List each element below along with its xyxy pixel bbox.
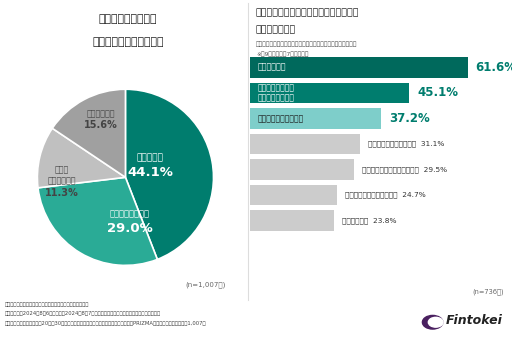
FancyBboxPatch shape [250,159,354,180]
Text: 感じている: 感じている [137,153,163,162]
Text: 貯蓄など資産が少ない: 貯蓄など資産が少ない [258,114,304,123]
Text: 老後の資金を用意できない  24.7%: 老後の資金を用意できない 24.7% [345,192,425,198]
Text: (n=736人): (n=736人) [473,288,504,295]
Text: 45.1%: 45.1% [417,86,458,99]
Wedge shape [125,89,214,260]
Text: 年金をもらえるかわからない  29.5%: 年金をもらえるかわからない 29.5% [362,166,447,173]
Text: 感じていない: 感じていない [48,176,76,186]
FancyBboxPatch shape [250,57,467,78]
Text: 15.6%: 15.6% [84,120,118,130]
Text: 現在、お金のことで: 現在、お金のことで [99,14,157,24]
Text: ・調査対象：調査回答時に20代～30代の男女と回答したモニター　・モニター提供元：PRIZMAリサーチ　・調査人数：1,007人: ・調査対象：調査回答時に20代～30代の男女と回答したモニター ・モニター提供元… [5,321,207,326]
Text: 〈調査概要：「お金・資産形成の悩み」に関する意識調査〉: 〈調査概要：「お金・資産形成の悩み」に関する意識調査〉 [5,302,90,307]
Text: ー「感じている」「たまに感じている」と回答した方が回答ー: ー「感じている」「たまに感じている」と回答した方が回答ー [256,42,357,47]
Text: たまに感じている: たまに感じている [110,210,150,219]
Text: 44.1%: 44.1% [127,165,173,179]
FancyBboxPatch shape [250,108,381,129]
Wedge shape [37,128,125,188]
FancyBboxPatch shape [250,83,409,103]
Text: 不安を感じている理由を教えてください: 不安を感じている理由を教えてください [256,9,359,17]
Text: 収入が少ない: 収入が少ない [258,63,286,72]
Text: ・調査期間：2024年8月6日（火）～2024年8月7日（水）　　　・調査方法：インターネット調査: ・調査期間：2024年8月6日（火）～2024年8月7日（水） ・調査方法：イン… [5,311,161,316]
Text: （複数選択可）: （複数選択可） [256,26,296,34]
Wedge shape [38,177,157,265]
Text: 収入が不安定  23.8%: 収入が不安定 23.8% [342,217,396,224]
Text: 物価の高騰により: 物価の高騰により [258,83,294,92]
Text: あまり: あまり [55,166,69,175]
FancyBboxPatch shape [250,185,337,205]
Text: 61.6%: 61.6% [476,61,512,74]
Text: 収入が上がりそうにない  31.1%: 収入が上がりそうにない 31.1% [368,141,444,147]
FancyBboxPatch shape [250,134,360,154]
Text: 29.0%: 29.0% [107,222,153,235]
Text: (n=1,007人): (n=1,007人) [185,282,225,288]
Text: 不安を感じていますか？: 不安を感じていますか？ [92,38,164,47]
Text: ※全9項目中上位7項目を抜粋: ※全9項目中上位7項目を抜粋 [256,52,309,57]
Text: 37.2%: 37.2% [389,112,430,125]
Text: Fintokei: Fintokei [445,314,502,327]
Wedge shape [52,89,125,177]
Text: 感じていない: 感じていない [87,109,115,118]
Text: 支出が増えている: 支出が増えている [258,94,294,103]
FancyBboxPatch shape [250,210,334,231]
Text: 11.3%: 11.3% [45,188,79,198]
